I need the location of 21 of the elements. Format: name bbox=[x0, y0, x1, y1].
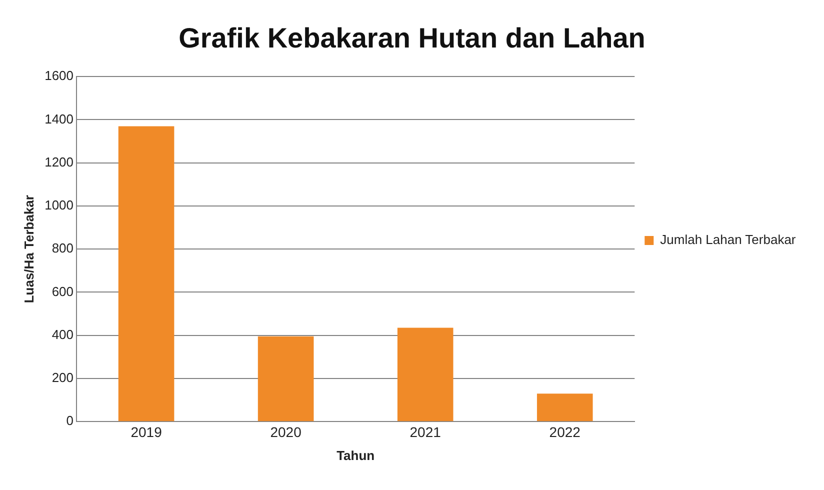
y-tick-label: 800 bbox=[52, 240, 74, 256]
x-axis-title: Tahun bbox=[336, 448, 375, 463]
y-axis-title: Luas/Ha Terbakar bbox=[21, 195, 36, 304]
y-tick-label: 200 bbox=[52, 370, 74, 386]
y-tick-label: 1600 bbox=[44, 68, 74, 84]
y-tick-label: 1000 bbox=[44, 198, 74, 213]
y-tick-label: 1200 bbox=[44, 154, 74, 170]
x-tick-label: 2021 bbox=[410, 424, 442, 440]
chart-title: Grafik Kebakaran Hutan dan Lahan bbox=[178, 22, 646, 54]
legend-label: Jumlah Lahan Terbakar bbox=[660, 232, 796, 248]
y-tick-label: 1400 bbox=[44, 111, 74, 126]
y-tick-label: 0 bbox=[66, 413, 74, 428]
y-tick-label: 400 bbox=[52, 326, 74, 342]
bar bbox=[536, 394, 593, 422]
bar bbox=[258, 336, 314, 422]
x-tick-label: 2019 bbox=[130, 424, 162, 440]
y-tick-label: 600 bbox=[52, 284, 74, 299]
bar bbox=[397, 328, 454, 422]
x-tick-label: 2022 bbox=[549, 424, 581, 440]
bar bbox=[118, 126, 174, 422]
x-tick-label: 2020 bbox=[270, 424, 302, 440]
